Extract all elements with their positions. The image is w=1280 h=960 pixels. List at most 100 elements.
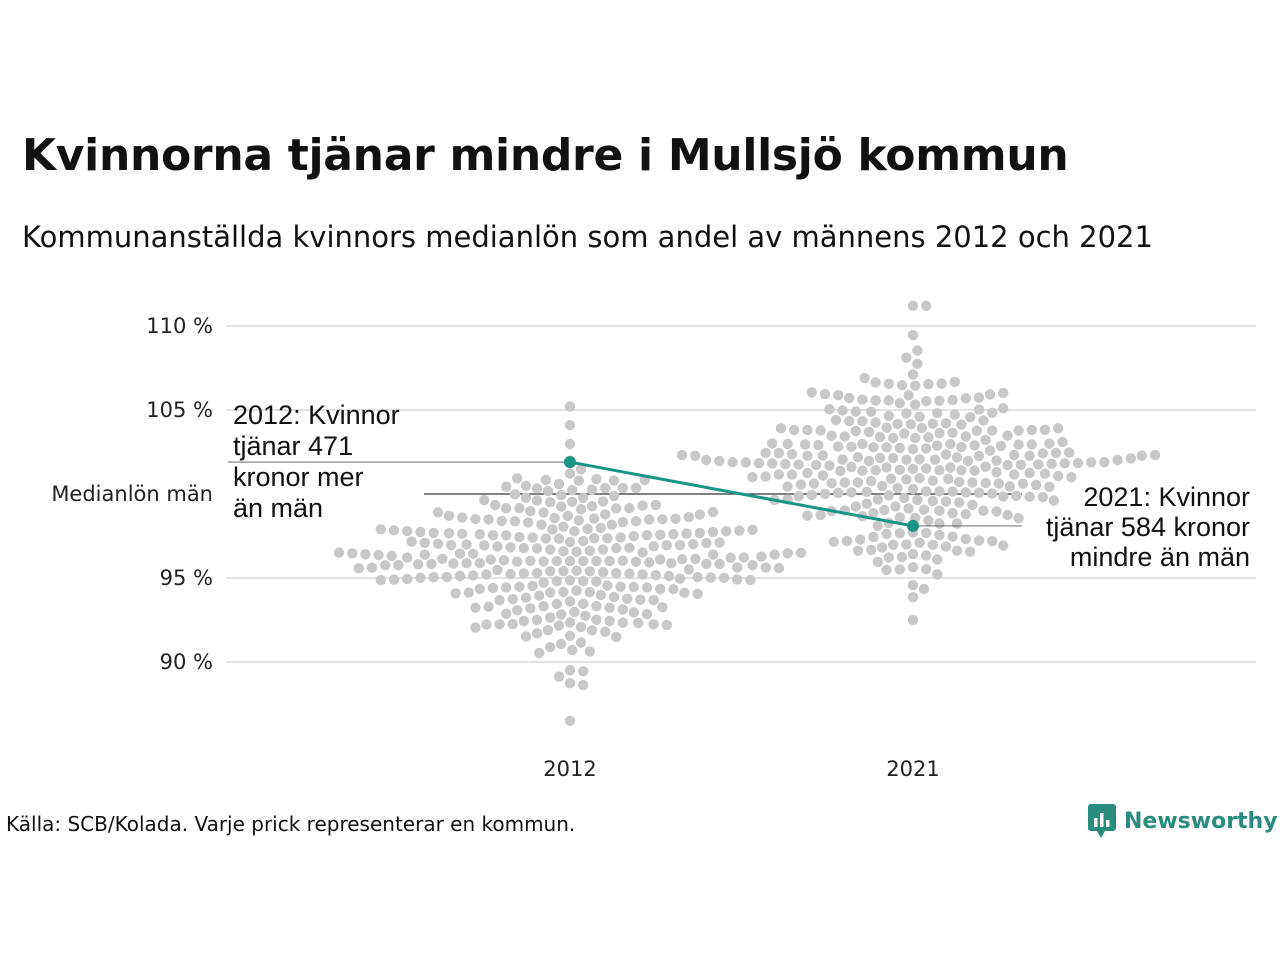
municipality-dot bbox=[545, 497, 556, 508]
municipality-dot bbox=[846, 441, 857, 452]
municipality-dot bbox=[457, 512, 468, 523]
municipality-dot bbox=[494, 619, 505, 630]
municipality-dot bbox=[564, 536, 576, 548]
municipality-dot bbox=[883, 490, 894, 501]
municipality-dot bbox=[597, 544, 609, 555]
municipality-dot bbox=[881, 442, 892, 453]
municipality-dot bbox=[333, 547, 345, 558]
municipality-dot bbox=[540, 474, 551, 486]
municipality-dot bbox=[870, 465, 881, 476]
municipality-dot bbox=[571, 585, 582, 596]
municipality-dot bbox=[657, 602, 668, 613]
municipality-dot bbox=[512, 556, 523, 567]
municipality-dot bbox=[907, 562, 919, 573]
municipality-dot bbox=[1072, 457, 1084, 469]
municipality-dot bbox=[877, 480, 888, 492]
municipality-dot bbox=[468, 548, 479, 559]
municipality-dot bbox=[738, 552, 749, 563]
municipality-dot bbox=[973, 404, 985, 415]
municipality-dot bbox=[921, 550, 932, 561]
municipality-dot bbox=[589, 533, 600, 544]
municipality-dot bbox=[802, 450, 813, 461]
municipality-dot bbox=[934, 428, 945, 439]
municipality-dot bbox=[670, 513, 681, 524]
municipality-dot bbox=[727, 457, 738, 468]
municipality-dot bbox=[1039, 424, 1051, 435]
municipality-dot bbox=[835, 465, 846, 477]
municipality-dot bbox=[694, 509, 705, 520]
municipality-dot bbox=[674, 540, 686, 551]
municipality-dot bbox=[872, 494, 883, 505]
municipality-dot bbox=[520, 592, 532, 603]
municipality-dot bbox=[353, 563, 364, 574]
municipality-dot bbox=[648, 541, 659, 552]
municipality-dot bbox=[536, 519, 547, 530]
municipality-dot bbox=[1004, 481, 1015, 492]
municipality-dot bbox=[531, 483, 543, 494]
municipality-dot bbox=[663, 570, 675, 582]
municipality-dot bbox=[793, 491, 804, 502]
brand-logo[interactable]: Newsworthy bbox=[1088, 804, 1278, 838]
municipality-dot bbox=[661, 619, 672, 631]
municipality-dot bbox=[655, 583, 666, 595]
municipality-dot bbox=[903, 390, 914, 401]
y-tick-label: Medianlön män bbox=[51, 482, 213, 506]
municipality-dot bbox=[987, 488, 998, 499]
municipality-dot bbox=[725, 552, 736, 563]
municipality-dot bbox=[868, 508, 879, 519]
municipality-dot bbox=[910, 432, 921, 444]
municipality-dot bbox=[1099, 457, 1110, 468]
municipality-dot bbox=[492, 564, 503, 576]
municipality-dot bbox=[912, 494, 923, 506]
municipality-dot bbox=[756, 551, 767, 562]
municipality-dot bbox=[701, 558, 712, 569]
municipality-dot bbox=[507, 593, 518, 605]
municipality-dot bbox=[817, 450, 828, 461]
municipality-dot bbox=[830, 414, 842, 426]
municipality-dot bbox=[446, 539, 457, 551]
municipality-dot bbox=[773, 447, 784, 459]
municipality-dot bbox=[923, 379, 934, 390]
municipality-dot bbox=[549, 512, 560, 524]
municipality-dot bbox=[525, 555, 536, 566]
municipality-dot bbox=[571, 565, 582, 576]
municipality-dot bbox=[890, 501, 901, 512]
municipality-dot bbox=[564, 617, 576, 628]
municipality-dot bbox=[951, 545, 963, 556]
municipality-dot bbox=[846, 487, 857, 498]
chart-subtitle: Kommunanställda kvinnors medianlön som a… bbox=[22, 220, 1153, 254]
municipality-dot bbox=[857, 465, 868, 476]
municipality-dot bbox=[921, 300, 932, 311]
municipality-dot bbox=[586, 484, 598, 495]
municipality-dot bbox=[707, 526, 719, 538]
municipality-dot bbox=[954, 476, 965, 488]
municipality-dot bbox=[688, 539, 699, 550]
municipality-dot bbox=[644, 557, 655, 568]
municipality-dot bbox=[1024, 467, 1035, 479]
municipality-dot bbox=[591, 600, 602, 612]
municipality-dot bbox=[947, 531, 958, 542]
municipality-dot bbox=[901, 352, 912, 363]
municipality-dot bbox=[470, 602, 481, 613]
municipality-dot bbox=[1086, 457, 1097, 468]
municipality-dot bbox=[734, 525, 745, 536]
municipality-dot bbox=[863, 426, 875, 438]
municipality-dot bbox=[1136, 450, 1148, 461]
municipality-dot bbox=[507, 618, 518, 630]
municipality-dot bbox=[907, 483, 919, 495]
municipality-dot bbox=[857, 438, 868, 450]
municipality-dot bbox=[782, 481, 793, 492]
municipality-dot bbox=[1031, 479, 1042, 491]
municipality-dot bbox=[641, 530, 653, 541]
municipality-dot bbox=[1002, 459, 1013, 471]
municipality-dot bbox=[907, 329, 919, 341]
municipality-dot bbox=[641, 609, 653, 620]
municipality-dot bbox=[545, 566, 556, 577]
municipality-dot bbox=[721, 526, 732, 537]
municipality-dot bbox=[564, 630, 576, 641]
municipality-dot bbox=[984, 445, 996, 456]
municipality-dot bbox=[841, 535, 853, 547]
municipality-dot bbox=[973, 450, 985, 462]
municipality-dot bbox=[373, 549, 384, 561]
